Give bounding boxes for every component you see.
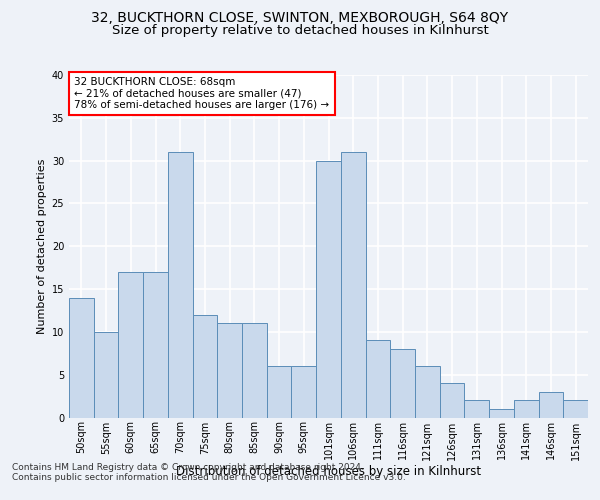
Text: Size of property relative to detached houses in Kilnhurst: Size of property relative to detached ho…	[112, 24, 488, 37]
Bar	[143, 272, 168, 418]
Bar	[267, 366, 292, 418]
Bar	[69, 298, 94, 418]
Bar	[217, 324, 242, 418]
Bar	[415, 366, 440, 418]
Bar	[193, 315, 217, 418]
Bar	[440, 383, 464, 418]
Bar	[341, 152, 365, 417]
Bar	[365, 340, 390, 417]
X-axis label: Distribution of detached houses by size in Kilnhurst: Distribution of detached houses by size …	[176, 465, 481, 478]
Y-axis label: Number of detached properties: Number of detached properties	[37, 158, 47, 334]
Bar	[292, 366, 316, 418]
Bar	[168, 152, 193, 417]
Bar	[118, 272, 143, 418]
Bar	[563, 400, 588, 417]
Text: Contains HM Land Registry data © Crown copyright and database right 2024.
Contai: Contains HM Land Registry data © Crown c…	[12, 462, 406, 482]
Bar	[316, 160, 341, 418]
Bar	[94, 332, 118, 418]
Bar	[539, 392, 563, 417]
Bar	[242, 324, 267, 418]
Bar	[489, 409, 514, 418]
Bar	[464, 400, 489, 417]
Text: 32, BUCKTHORN CLOSE, SWINTON, MEXBOROUGH, S64 8QY: 32, BUCKTHORN CLOSE, SWINTON, MEXBOROUGH…	[91, 11, 509, 25]
Text: 32 BUCKTHORN CLOSE: 68sqm
← 21% of detached houses are smaller (47)
78% of semi-: 32 BUCKTHORN CLOSE: 68sqm ← 21% of detac…	[74, 76, 329, 110]
Bar	[514, 400, 539, 417]
Bar	[390, 349, 415, 418]
